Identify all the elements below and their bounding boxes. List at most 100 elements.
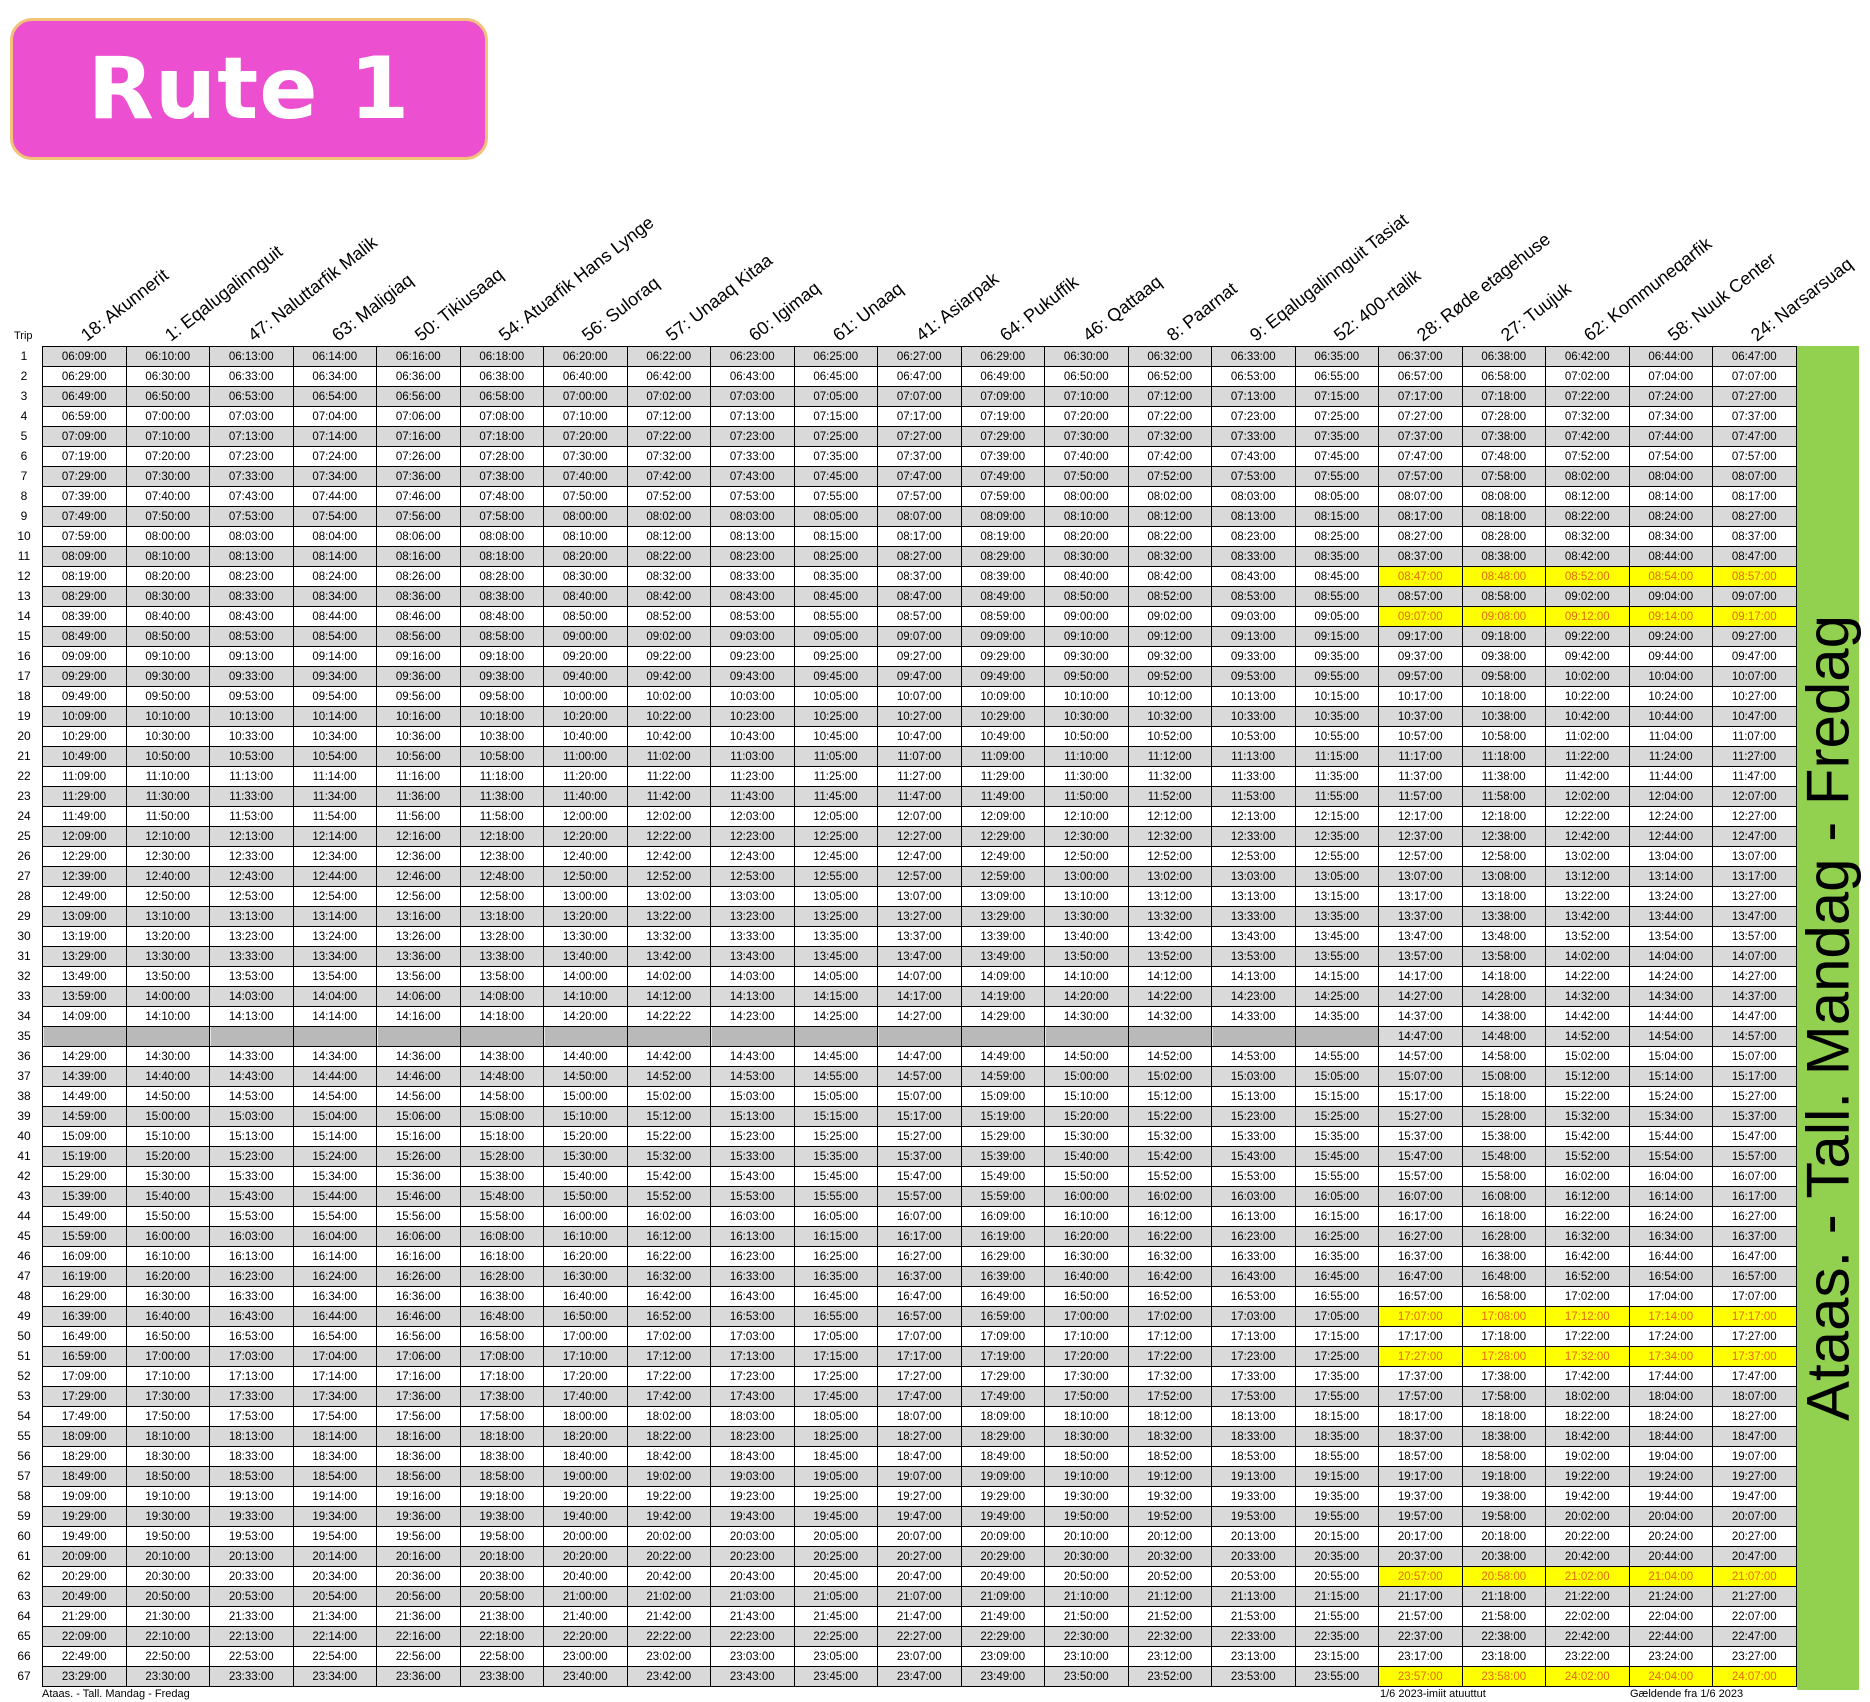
time-cell: 15:32:00 [1545, 1106, 1630, 1127]
time-cell: 17:23:00 [710, 1366, 795, 1387]
time-cell: 15:56:00 [376, 1206, 461, 1227]
time-cell: 14:27:00 [1712, 966, 1797, 987]
time-cell: 14:04:00 [1628, 946, 1713, 967]
time-cell: 14:48:00 [459, 1066, 544, 1087]
time-cell: 18:44:00 [1628, 1426, 1713, 1447]
time-cell: 21:00:00 [543, 1586, 628, 1607]
time-cell: 08:34:00 [292, 586, 377, 607]
time-cell: 18:24:00 [1628, 1406, 1713, 1427]
time-cell: 15:17:00 [1378, 1086, 1463, 1107]
time-cell: 21:24:00 [1628, 1586, 1713, 1607]
time-cell: 12:43:00 [209, 866, 294, 887]
time-cell: 08:08:00 [459, 526, 544, 547]
time-cell: 14:49:00 [960, 1046, 1045, 1067]
time-cell: 13:02:00 [1545, 846, 1630, 867]
time-cell: 06:47:00 [1712, 346, 1797, 367]
time-cell: 17:10:00 [1044, 1326, 1129, 1347]
time-cell: 08:49:00 [960, 586, 1045, 607]
time-cell: 11:07:00 [877, 746, 962, 767]
time-cell: 11:03:00 [710, 746, 795, 767]
time-cell: 11:22:00 [626, 766, 711, 787]
time-cell: 17:02:00 [1545, 1286, 1630, 1307]
time-cell: 12:49:00 [960, 846, 1045, 867]
time-cell: 08:49:00 [42, 626, 127, 647]
time-cell: 12:00:00 [543, 806, 628, 827]
time-cell: 10:50:00 [125, 746, 210, 767]
time-cell: 08:45:00 [1294, 566, 1379, 587]
table-row: 16:29:00 16:30:00 16:33:00 16:34:00 16:36:00… [42, 1286, 1797, 1307]
time-cell: 07:39:00 [960, 446, 1045, 467]
time-cell: 18:30:00 [1044, 1426, 1129, 1447]
time-cell: 17:34:00 [1628, 1346, 1713, 1367]
time-cell: 08:22:00 [1127, 526, 1212, 547]
time-cell: 15:27:00 [877, 1126, 962, 1147]
time-cell [209, 1026, 294, 1047]
time-cell: 10:43:00 [710, 726, 795, 747]
time-cell: 13:02:00 [1127, 866, 1212, 887]
time-cell: 09:00:00 [1044, 606, 1129, 627]
time-cell: 06:16:00 [376, 346, 461, 367]
time-cell: 16:32:00 [626, 1266, 711, 1287]
time-cell: 06:49:00 [960, 366, 1045, 387]
time-cell: 15:08:00 [459, 1106, 544, 1127]
time-cell: 14:55:00 [793, 1066, 878, 1087]
time-cell: 14:33:00 [209, 1046, 294, 1067]
time-cell: 12:52:00 [1127, 846, 1212, 867]
time-cell: 22:23:00 [710, 1626, 795, 1647]
time-cell: 08:50:00 [125, 626, 210, 647]
time-cell: 11:30:00 [1044, 766, 1129, 787]
time-cell: 13:03:00 [710, 886, 795, 907]
time-cell: 08:56:00 [376, 626, 461, 647]
time-cell: 24:07:00 [1712, 1666, 1797, 1687]
time-cell: 18:05:00 [793, 1406, 878, 1427]
trip-number: 26 [17, 849, 31, 863]
time-cell: 18:29:00 [960, 1426, 1045, 1447]
trip-number: 36 [17, 1049, 31, 1063]
time-cell: 19:12:00 [1127, 1466, 1212, 1487]
time-cell: 16:30:00 [543, 1266, 628, 1287]
time-cell: 14:03:00 [209, 986, 294, 1007]
time-cell [42, 1026, 127, 1047]
time-cell: 15:49:00 [960, 1166, 1045, 1187]
trip-number: 20 [17, 729, 31, 743]
trip-number: 14 [17, 609, 31, 623]
time-cell: 13:57:00 [1712, 926, 1797, 947]
time-cell: 16:24:00 [292, 1266, 377, 1287]
time-cell: 18:58:00 [459, 1466, 544, 1487]
time-cell: 06:42:00 [626, 366, 711, 387]
time-cell: 17:03:00 [209, 1346, 294, 1367]
time-cell: 15:37:00 [877, 1146, 962, 1167]
time-cell: 07:14:00 [292, 426, 377, 447]
time-cell: 17:47:00 [877, 1386, 962, 1407]
time-cell: 10:45:00 [793, 726, 878, 747]
time-cell: 07:40:00 [543, 466, 628, 487]
time-cell: 20:30:00 [125, 1566, 210, 1587]
time-cell: 15:03:00 [710, 1086, 795, 1107]
time-cell: 16:00:00 [125, 1226, 210, 1247]
time-cell: 12:15:00 [1294, 806, 1379, 827]
time-cell: 13:48:00 [1461, 926, 1546, 947]
time-cell: 18:49:00 [42, 1466, 127, 1487]
time-cell: 06:29:00 [42, 366, 127, 387]
time-cell: 20:16:00 [376, 1546, 461, 1567]
time-cell: 08:12:00 [626, 526, 711, 547]
time-cell: 19:54:00 [292, 1526, 377, 1547]
time-cell: 17:02:00 [1127, 1306, 1212, 1327]
time-cell: 13:09:00 [42, 906, 127, 927]
time-cell: 15:13:00 [209, 1126, 294, 1147]
time-cell: 21:36:00 [376, 1606, 461, 1627]
time-cell: 19:13:00 [1211, 1466, 1296, 1487]
time-cell: 19:09:00 [960, 1466, 1045, 1487]
time-cell: 19:23:00 [710, 1486, 795, 1507]
time-cell: 14:18:00 [459, 1006, 544, 1027]
time-cell: 07:56:00 [376, 506, 461, 527]
time-cell: 16:22:00 [1545, 1206, 1630, 1227]
time-cell: 14:09:00 [42, 1006, 127, 1027]
time-cell: 16:40:00 [1044, 1266, 1129, 1287]
time-cell: 21:03:00 [710, 1586, 795, 1607]
time-cell: 14:47:00 [1378, 1026, 1463, 1047]
time-cell: 12:37:00 [1378, 826, 1463, 847]
time-cell: 08:29:00 [960, 546, 1045, 567]
trip-number: 48 [17, 1289, 31, 1303]
time-cell: 16:00:00 [1044, 1186, 1129, 1207]
